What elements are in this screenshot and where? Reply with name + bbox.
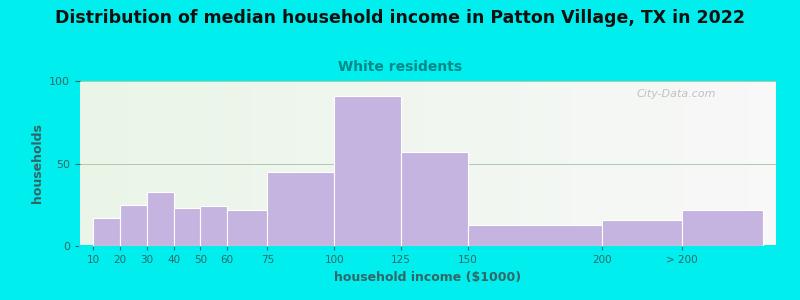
Bar <box>201 206 227 246</box>
Bar <box>120 205 147 246</box>
Text: White residents: White residents <box>338 60 462 74</box>
Text: City-Data.com: City-Data.com <box>637 89 716 99</box>
Bar <box>94 218 120 246</box>
Bar <box>174 208 201 246</box>
Bar <box>602 220 682 246</box>
Bar <box>227 210 267 246</box>
X-axis label: household income ($1000): household income ($1000) <box>334 271 522 284</box>
Bar <box>402 152 468 246</box>
Text: Distribution of median household income in Patton Village, TX in 2022: Distribution of median household income … <box>55 9 745 27</box>
Bar <box>147 191 174 246</box>
Bar <box>334 96 402 246</box>
Y-axis label: households: households <box>30 124 44 203</box>
Bar <box>682 210 762 246</box>
Bar <box>267 172 334 246</box>
Bar <box>468 224 602 246</box>
